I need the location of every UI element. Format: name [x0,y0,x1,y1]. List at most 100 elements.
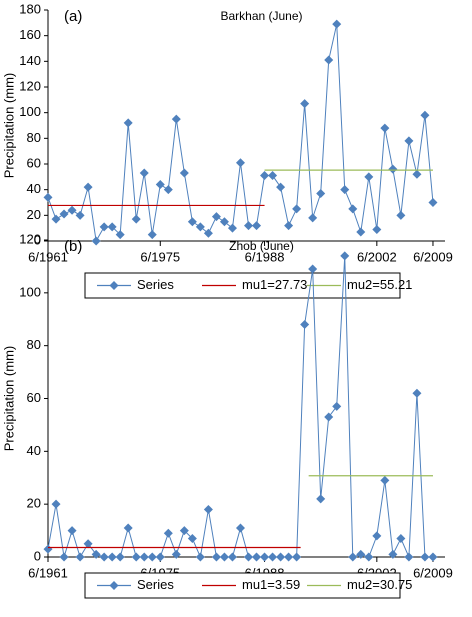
point [131,214,141,224]
y-tick-label: 60 [27,390,41,405]
point [276,182,286,192]
point [364,172,374,182]
point [211,212,221,222]
y-tick-label: 20 [27,496,41,511]
point [147,552,157,562]
point [396,534,406,544]
point [43,544,53,554]
point [59,209,69,219]
point [83,539,93,549]
point [59,552,69,562]
x-tick-label: 6/2002 [357,249,397,264]
chart-title: Zhob (June) [229,239,294,253]
point [75,552,85,562]
point [260,552,270,562]
series-line [47,255,433,559]
legend-marker [109,581,119,590]
point [252,552,262,562]
y-tick-label: 60 [27,155,41,170]
y-tick-label: 40 [27,443,41,458]
point [364,552,374,562]
point [123,118,133,128]
point [412,169,422,179]
point [380,123,390,133]
point [211,552,221,562]
point [260,171,270,181]
panel-label: (b) [64,238,82,255]
point [227,552,237,562]
point [43,192,53,202]
y-tick-label: 40 [27,181,41,196]
point [123,523,133,533]
point [404,136,414,146]
point [227,223,237,233]
y-tick-label: 0 [34,548,41,563]
point [99,222,109,232]
legend-label: Series [137,277,174,292]
point [244,221,254,231]
point [219,552,229,562]
point [83,182,93,192]
point [332,19,342,29]
point [412,388,422,398]
point [187,217,197,227]
point [380,475,390,485]
x-tick-label: 6/2009 [413,565,453,580]
point [67,205,77,215]
point [107,222,117,232]
point [276,552,286,562]
y-axis-label: Precipitation (mm) [1,346,16,451]
point [308,264,318,274]
y-tick-label: 120 [19,231,41,246]
point [51,499,61,509]
point [268,552,278,562]
point [284,552,294,562]
point [203,504,213,514]
point [252,221,262,231]
point [131,552,141,562]
panel-label: (a) [64,8,82,25]
point [115,230,125,240]
point [179,168,189,178]
point [300,320,310,330]
y-axis-label: Precipitation (mm) [1,73,16,178]
point [155,180,165,190]
point [356,227,366,237]
y-tick-label: 0 [34,232,41,247]
legend-label: Series [137,577,174,592]
point [332,401,342,411]
point [324,412,334,422]
point [147,230,157,240]
point [348,552,358,562]
point [316,189,326,199]
point [316,494,326,504]
y-tick-label: 80 [27,337,41,352]
point [356,549,366,559]
y-tick-label: 160 [19,27,41,42]
legend-marker [109,281,119,290]
point [91,549,101,559]
point [348,204,358,214]
point [388,164,398,174]
point [155,552,165,562]
point [107,552,117,562]
legend-label: mu2=30.75 [347,577,412,592]
point [372,531,382,541]
y-tick-label: 120 [19,78,41,93]
point [284,221,294,231]
point [67,526,77,536]
x-tick-label: 6/1961 [28,565,68,580]
legend-label: mu1=3.59 [242,577,300,592]
point [163,528,173,538]
point [163,185,173,195]
point [235,158,245,168]
point [139,552,149,562]
point [235,523,245,533]
legend-box [84,572,401,599]
point [195,552,205,562]
point [428,198,438,207]
point [51,214,61,224]
point [171,549,181,559]
point [372,224,382,234]
